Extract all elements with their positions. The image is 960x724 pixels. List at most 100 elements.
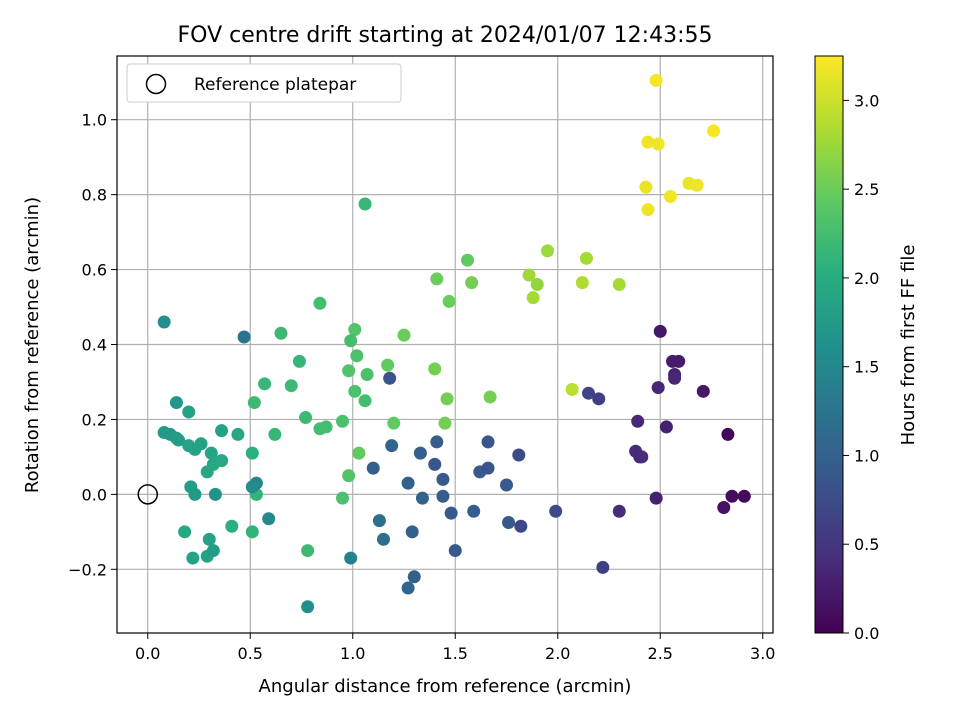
colorbar: 0.0 0.5 1.0 1.5 2.0 2.5 3.0 Hours from first F… xyxy=(814,55,919,643)
data-point xyxy=(612,278,626,292)
y-tick-label: 0.6 xyxy=(82,261,107,280)
legend-marker xyxy=(145,73,167,95)
data-point xyxy=(436,489,450,503)
data-point xyxy=(299,411,313,425)
data-point xyxy=(225,519,239,533)
x-tick-label: 0.0 xyxy=(135,644,160,663)
data-point xyxy=(575,276,589,290)
data-point xyxy=(664,190,677,204)
data-point xyxy=(579,251,593,265)
data-point xyxy=(366,461,380,475)
data-point xyxy=(169,396,183,410)
data-point xyxy=(336,491,349,505)
data-point xyxy=(352,446,366,460)
colorbar-ticks: 0.0 0.5 1.0 1.5 2.0 2.5 3.0 xyxy=(843,91,879,643)
data-point xyxy=(721,427,735,441)
data-point xyxy=(651,137,665,151)
data-point xyxy=(245,480,259,494)
data-point xyxy=(631,414,645,428)
data-point xyxy=(407,570,421,584)
x-tick-label: 1.0 xyxy=(340,644,365,663)
data-point xyxy=(200,465,214,479)
data-point xyxy=(592,392,606,406)
legend: Reference platepar xyxy=(126,63,402,103)
data-point xyxy=(582,386,595,400)
data-point xyxy=(372,514,386,528)
data-point xyxy=(436,472,450,486)
colorbar-tick-label: 0.5 xyxy=(854,535,879,554)
data-point xyxy=(641,135,655,149)
x-axis-ticks: 0.0 0.5 1.0 1.5 2.0 2.5 3.0 xyxy=(135,633,775,663)
colorbar-tick-label: 0.0 xyxy=(854,624,879,643)
data-point xyxy=(672,354,686,368)
data-point xyxy=(377,532,390,546)
data-point xyxy=(245,446,259,460)
colorbar-tick-label: 1.5 xyxy=(854,358,879,377)
data-point xyxy=(245,525,259,539)
data-point xyxy=(358,197,372,211)
data-point xyxy=(481,435,495,449)
x-tick-label: 2.0 xyxy=(545,644,570,663)
data-point xyxy=(387,416,401,430)
data-point xyxy=(231,427,245,441)
data-point xyxy=(385,439,399,453)
y-axis-label: Rotation from reference (arcmin) xyxy=(22,197,43,493)
data-point xyxy=(596,560,610,574)
data-point xyxy=(565,382,579,396)
data-point xyxy=(182,405,196,419)
data-point xyxy=(549,504,563,518)
data-point xyxy=(514,519,528,533)
data-point xyxy=(301,544,315,558)
data-point xyxy=(483,390,497,404)
data-points xyxy=(137,73,751,614)
data-point xyxy=(641,203,655,217)
data-point xyxy=(428,362,442,376)
data-point xyxy=(360,367,374,381)
data-point xyxy=(690,178,704,192)
data-point xyxy=(204,446,218,460)
data-point xyxy=(717,500,731,514)
colorbar-label: Hours from first FF file xyxy=(898,245,919,446)
data-point xyxy=(319,420,333,434)
data-point xyxy=(188,487,202,501)
colorbar-tick-label: 2.5 xyxy=(854,180,879,199)
data-point xyxy=(651,381,665,395)
data-point xyxy=(430,272,444,286)
data-point xyxy=(500,478,513,492)
data-point xyxy=(502,515,516,529)
data-point xyxy=(737,489,751,503)
data-point xyxy=(461,253,475,267)
data-point xyxy=(440,392,454,406)
data-point xyxy=(530,278,544,292)
data-point xyxy=(292,354,306,368)
data-point xyxy=(358,394,372,408)
colorbar-tick-label: 3.0 xyxy=(854,91,879,110)
data-point xyxy=(202,532,216,546)
data-point xyxy=(526,291,540,305)
data-point xyxy=(401,476,415,490)
data-point xyxy=(541,244,554,258)
data-point xyxy=(415,491,429,505)
colorbar-gradient xyxy=(814,55,844,634)
data-point xyxy=(262,512,276,526)
data-point xyxy=(725,489,739,503)
data-point xyxy=(247,396,261,410)
y-tick-label: 0.2 xyxy=(82,410,107,429)
data-point xyxy=(653,324,667,338)
data-point xyxy=(268,427,282,441)
data-point xyxy=(342,469,356,483)
data-point xyxy=(313,296,327,310)
data-point xyxy=(639,180,653,194)
data-point xyxy=(336,414,349,428)
data-point xyxy=(344,551,358,565)
data-point xyxy=(512,448,526,462)
data-point xyxy=(707,124,721,138)
colorbar-tick-label: 1.0 xyxy=(854,446,879,465)
data-point xyxy=(659,420,673,434)
y-tick-label: 0.4 xyxy=(82,336,107,355)
y-tick-label: 1.0 xyxy=(82,111,107,130)
data-point xyxy=(157,315,171,329)
data-point xyxy=(237,330,251,344)
data-point xyxy=(405,525,419,539)
